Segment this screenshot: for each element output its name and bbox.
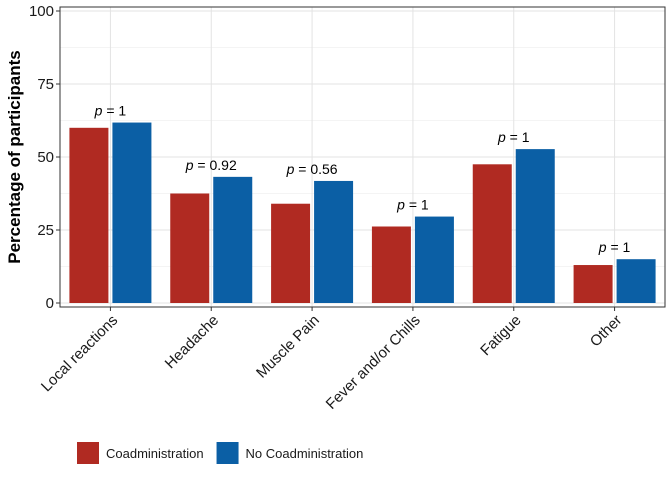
p-value-label: p = 1 — [94, 103, 127, 119]
bar-no-coadministration — [213, 176, 253, 303]
p-value-label: p = 1 — [598, 239, 631, 255]
legend-swatch-coadministration — [77, 442, 99, 464]
y-axis-title: Percentage of participants — [5, 50, 24, 264]
legend-label-no-coadministration: No Coadministration — [246, 446, 364, 461]
bar-no-coadministration — [314, 180, 354, 303]
bar-coadministration — [271, 203, 311, 303]
x-tick-label: Fatigue — [477, 312, 524, 359]
y-tick-label: 100 — [29, 3, 54, 20]
bars — [69, 122, 656, 303]
p-value-labels: p = 1 p = 0.92 p = 0.56 p = 1 p = 1 p = 1 — [94, 103, 631, 256]
bar-coadministration — [170, 193, 210, 303]
p-value-label: p = 0.56 — [286, 161, 338, 177]
p-value-label: p = 0.92 — [185, 157, 237, 173]
x-axis: Local reactions Headache Muscle Pain Fever … — [38, 307, 626, 413]
grid — [60, 7, 665, 307]
y-tick-label: 75 — [37, 76, 54, 93]
y-axis: 0 25 50 75 100 — [29, 3, 60, 312]
legend-label-coadministration: Coadministration — [106, 446, 204, 461]
bar-no-coadministration — [414, 216, 454, 303]
bar-coadministration — [472, 164, 512, 303]
bar-no-coadministration — [112, 122, 152, 303]
bar-coadministration — [371, 226, 411, 303]
legend-swatch-no-coadministration — [216, 442, 239, 464]
x-tick-label: Fever and/or Chills — [323, 312, 424, 413]
y-tick-label: 0 — [46, 295, 54, 312]
x-tick-label: Other — [587, 312, 626, 351]
bar-no-coadministration — [515, 149, 555, 303]
p-value-label: p = 1 — [497, 129, 530, 145]
y-tick-label: 50 — [37, 149, 54, 166]
x-tick-label: Muscle Pain — [253, 312, 323, 382]
legend: Coadministration No Coadministration — [77, 442, 363, 464]
bar-no-coadministration — [616, 259, 656, 303]
x-tick-label: Local reactions — [38, 312, 121, 395]
x-tick-label: Headache — [162, 312, 222, 372]
bar-coadministration — [573, 265, 613, 303]
bar-coadministration — [69, 127, 109, 303]
y-tick-label: 25 — [37, 222, 54, 239]
p-value-label: p = 1 — [396, 197, 429, 213]
